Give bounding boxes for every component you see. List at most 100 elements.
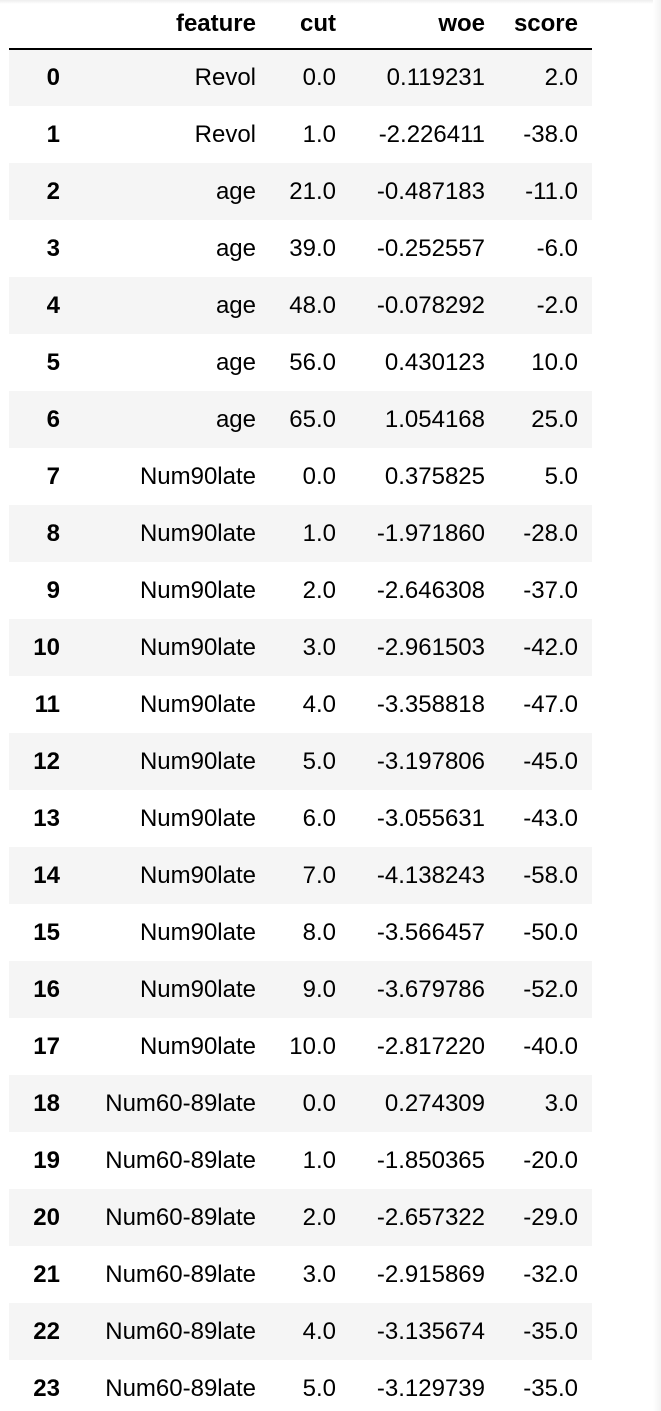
feature-cell: age (77, 391, 270, 448)
woe-cell: 0.430123 (384, 348, 485, 376)
woe-cell: -3.358818 (376, 690, 485, 718)
cut-column-header: cut (270, 0, 350, 50)
score-cell: 3.0 (499, 1075, 592, 1132)
score-cell: -32.0 (523, 1260, 578, 1288)
cut-cell: 10.0 (289, 1032, 336, 1060)
woe-cell: -4.138243 (350, 847, 499, 904)
woe-cell: -2.915869 (376, 1260, 485, 1288)
woe-cell: -3.129739 (376, 1374, 485, 1402)
feature-cell: Num60-89late (105, 1260, 256, 1288)
cut-cell: 5.0 (302, 1374, 336, 1402)
feature-cell: Num60-89late (105, 1374, 256, 1402)
woe-cell: -2.226411 (378, 120, 485, 148)
row-index: 17 (33, 1032, 60, 1060)
table-row: 19 Num60-89late 1.0 -1.850365 -20.0 (9, 1132, 592, 1189)
row-index: 0 (9, 49, 77, 106)
score-cell: -35.0 (499, 1303, 592, 1360)
row-index: 3 (46, 234, 60, 262)
woe-cell: -2.657322 (350, 1189, 499, 1246)
feature-cell: age (77, 163, 270, 220)
score-cell: -50.0 (523, 918, 578, 946)
table-row: 17 Num90late 10.0 -2.817220 -40.0 (9, 1018, 592, 1075)
table-row: 21 Num60-89late 3.0 -2.915869 -32.0 (9, 1246, 592, 1303)
table-row: 7 Num90late 0.0 0.375825 5.0 (9, 448, 592, 505)
woe-cell: 0.274309 (350, 1075, 499, 1132)
woe-cell: -3.197806 (350, 733, 499, 790)
cut-cell: 9.0 (270, 961, 350, 1018)
table-row: 14 Num90late 7.0 -4.138243 -58.0 (9, 847, 592, 904)
row-index: 12 (9, 733, 77, 790)
feature-cell: Num90late (77, 847, 270, 904)
cut-cell: 2.0 (302, 576, 336, 604)
header-row: feature cut woe score (9, 0, 592, 50)
table-body: 0 Revol 0.0 0.119231 2.0 1 Revol 1.0 -2.226411 -3… (9, 49, 592, 1411)
table-row: 2 age 21.0 -0.487183 -11.0 (9, 163, 592, 220)
score-cell: 5.0 (544, 462, 578, 490)
score-cell: 25.0 (499, 391, 592, 448)
woe-cell: -1.971860 (350, 505, 499, 562)
table-row: 6 age 65.0 1.054168 25.0 (9, 391, 592, 448)
cut-cell: 0.0 (270, 1075, 350, 1132)
row-index: 8 (9, 505, 77, 562)
cut-cell: 5.0 (270, 733, 350, 790)
table-row: 18 Num60-89late 0.0 0.274309 3.0 (9, 1075, 592, 1132)
row-index: 7 (46, 462, 60, 490)
table-row: 15 Num90late 8.0 -3.566457 -50.0 (9, 904, 592, 961)
feature-cell: Num90late (139, 576, 256, 604)
feature-cell: age (215, 348, 256, 376)
feature-cell: Num60-89late (77, 1303, 270, 1360)
score-cell: -42.0 (499, 619, 592, 676)
woe-cell: -3.135674 (350, 1303, 499, 1360)
table-header: feature cut woe score (9, 0, 592, 50)
row-index: 5 (46, 348, 60, 376)
score-cell: -2.0 (499, 277, 592, 334)
row-index: 19 (33, 1146, 60, 1174)
score-cell: -29.0 (499, 1189, 592, 1246)
table-row: 11 Num90late 4.0 -3.358818 -47.0 (9, 676, 592, 733)
cut-cell: 3.0 (302, 1260, 336, 1288)
cut-cell: 3.0 (270, 619, 350, 676)
score-column-header: score (499, 0, 592, 50)
feature-cell: Num90late (77, 619, 270, 676)
woe-cell: -0.078292 (350, 277, 499, 334)
score-cell: -58.0 (499, 847, 592, 904)
cut-cell: 0.0 (302, 462, 336, 490)
dataframe-table: feature cut woe score 0 Revol 0.0 0.119231 2… (9, 0, 592, 1411)
cut-cell: 1.0 (270, 505, 350, 562)
table-row: 0 Revol 0.0 0.119231 2.0 (9, 49, 592, 106)
scrollbar-track[interactable] (653, 0, 661, 1411)
row-index: 21 (33, 1260, 60, 1288)
woe-cell: -3.679786 (350, 961, 499, 1018)
row-index: 23 (33, 1374, 60, 1402)
cut-cell: 21.0 (270, 163, 350, 220)
score-cell: 10.0 (531, 348, 578, 376)
feature-cell: age (77, 277, 270, 334)
woe-cell: -3.055631 (376, 804, 485, 832)
table-row: 16 Num90late 9.0 -3.679786 -52.0 (9, 961, 592, 1018)
index-column-header (9, 0, 77, 50)
cut-cell: 56.0 (289, 348, 336, 376)
feature-cell: age (215, 234, 256, 262)
feature-cell: Num90late (139, 462, 256, 490)
row-index: 1 (46, 120, 60, 148)
cut-cell: 1.0 (302, 1146, 336, 1174)
row-index: 13 (33, 804, 60, 832)
row-index: 2 (9, 163, 77, 220)
woe-cell: -2.646308 (376, 576, 485, 604)
table-row: 13 Num90late 6.0 -3.055631 -43.0 (9, 790, 592, 847)
score-cell: -37.0 (523, 576, 578, 604)
table-row: 4 age 48.0 -0.078292 -2.0 (9, 277, 592, 334)
woe-cell: -1.850365 (376, 1146, 485, 1174)
table-row: 10 Num90late 3.0 -2.961503 -42.0 (9, 619, 592, 676)
score-cell: -35.0 (523, 1374, 578, 1402)
row-index: 4 (9, 277, 77, 334)
row-index: 9 (46, 576, 60, 604)
feature-cell: Num90late (139, 918, 256, 946)
feature-cell: Num60-89late (105, 1146, 256, 1174)
feature-column-header: feature (77, 0, 270, 50)
woe-cell: -2.961503 (350, 619, 499, 676)
table-row: 8 Num90late 1.0 -1.971860 -28.0 (9, 505, 592, 562)
table-row: 5 age 56.0 0.430123 10.0 (9, 334, 592, 391)
score-cell: -47.0 (523, 690, 578, 718)
feature-cell: Num90late (139, 690, 256, 718)
